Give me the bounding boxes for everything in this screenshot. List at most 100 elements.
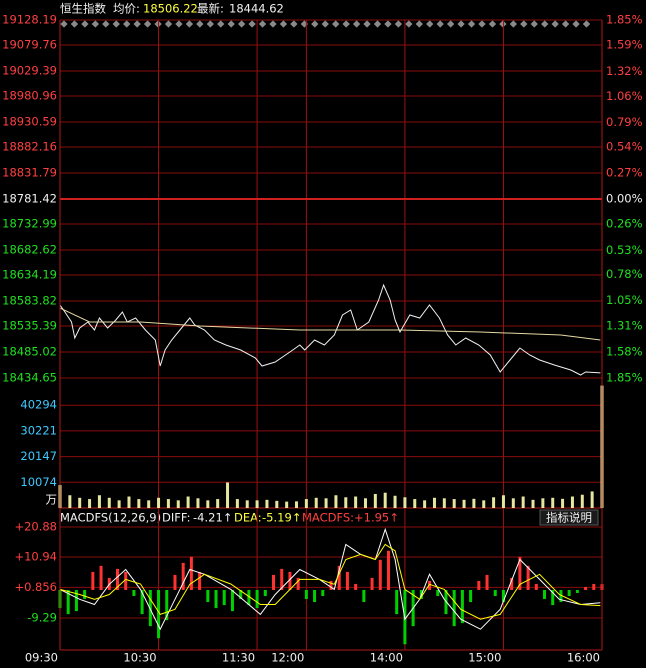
- bar: [383, 492, 387, 508]
- bar: [592, 583, 596, 590]
- y2-tick-label: 1.85%: [606, 371, 643, 385]
- y-tick-label: 19079.76: [2, 37, 57, 51]
- bar: [206, 589, 210, 603]
- y2-tick-label: 1.58%: [606, 344, 643, 358]
- event-marker: [446, 20, 455, 28]
- bar: [403, 497, 407, 508]
- bar: [501, 589, 505, 603]
- bar: [74, 589, 78, 612]
- bar: [173, 574, 177, 590]
- y-tick-label: 18434.65: [2, 371, 57, 385]
- y2-tick-label: 0.00%: [606, 192, 643, 206]
- bar: [275, 500, 279, 508]
- macd-value: +1.95↑: [354, 511, 399, 525]
- bar: [83, 589, 87, 600]
- y2-tick-label: 0.54%: [606, 139, 643, 153]
- bar: [296, 577, 300, 590]
- bar: [492, 497, 496, 508]
- event-marker: [541, 20, 549, 28]
- bar: [354, 583, 358, 590]
- y2-tick-label: 0.78%: [606, 267, 643, 281]
- bar: [206, 500, 210, 508]
- bar: [386, 550, 390, 590]
- bar: [186, 496, 190, 508]
- bar: [247, 589, 251, 606]
- bar: [362, 589, 366, 603]
- bar: [288, 571, 292, 590]
- bar: [214, 589, 218, 609]
- bar: [518, 556, 522, 590]
- avg-value: 18506.22: [143, 2, 198, 16]
- bar: [124, 571, 128, 590]
- bar: [196, 498, 200, 508]
- bar: [157, 589, 161, 639]
- bar: [324, 498, 328, 508]
- y2-tick-label: 1.85%: [606, 13, 643, 27]
- bar: [285, 501, 289, 508]
- bar: [501, 495, 505, 508]
- y-tick-label: 19128.19: [2, 13, 57, 27]
- y2-tick-label: 0.26%: [606, 217, 643, 231]
- bar: [198, 571, 202, 590]
- bar: [378, 559, 382, 590]
- bar: [107, 497, 111, 508]
- bar: [580, 494, 584, 508]
- y-unit-label: 万: [46, 493, 58, 507]
- bar: [304, 589, 308, 600]
- bar: [189, 556, 193, 590]
- bar: [462, 499, 466, 508]
- bar: [584, 586, 588, 590]
- bar: [239, 589, 243, 600]
- bar: [321, 589, 325, 597]
- bar: [510, 577, 514, 590]
- y-tick-label: 18485.02: [2, 344, 57, 358]
- event-marker: [321, 20, 329, 28]
- bar: [176, 500, 180, 508]
- bar: [68, 495, 72, 508]
- series-line: [59, 307, 601, 341]
- y-tick-label: 10074: [20, 475, 57, 489]
- y2-tick-label: 1.06%: [606, 89, 643, 103]
- bar: [472, 498, 476, 508]
- event-marker: [551, 20, 559, 28]
- y2-tick-label: 0.53%: [606, 243, 643, 257]
- bar: [230, 589, 234, 612]
- bar: [567, 589, 571, 597]
- avg-label: 均价:: [113, 2, 140, 16]
- bar: [521, 496, 525, 508]
- bar: [314, 497, 318, 508]
- bar: [329, 580, 333, 590]
- index-name: 恒生指数: [60, 2, 106, 16]
- y-tick-label: 18682.62: [2, 242, 57, 256]
- explain-button[interactable]: [539, 509, 599, 526]
- y-tick-label: 18583.82: [2, 293, 57, 307]
- bar: [344, 497, 348, 508]
- y2-tick-label: 0.27%: [606, 165, 643, 179]
- diff-label: DIFF:: [162, 511, 190, 525]
- x-tick-label: 12:00: [271, 651, 304, 665]
- explain-button-label[interactable]: 指标说明: [546, 511, 592, 525]
- bar: [395, 589, 399, 615]
- event-marker: [499, 20, 507, 28]
- event-marker: [373, 20, 382, 28]
- bar: [531, 499, 535, 508]
- bar: [295, 501, 299, 508]
- y-tick-label: 18732.99: [2, 216, 57, 230]
- event-marker: [352, 20, 361, 28]
- bar: [117, 500, 121, 508]
- bar: [551, 589, 555, 606]
- bar: [148, 589, 152, 627]
- event-marker: [457, 20, 465, 28]
- bar: [551, 497, 555, 508]
- bar: [140, 589, 144, 615]
- bar: [452, 499, 456, 508]
- event-marker: [426, 20, 434, 28]
- bar: [354, 496, 358, 508]
- event-marker: [488, 20, 497, 28]
- event-marker: [405, 20, 413, 28]
- bar: [147, 500, 151, 508]
- bar: [373, 493, 377, 508]
- event-marker: [384, 20, 392, 28]
